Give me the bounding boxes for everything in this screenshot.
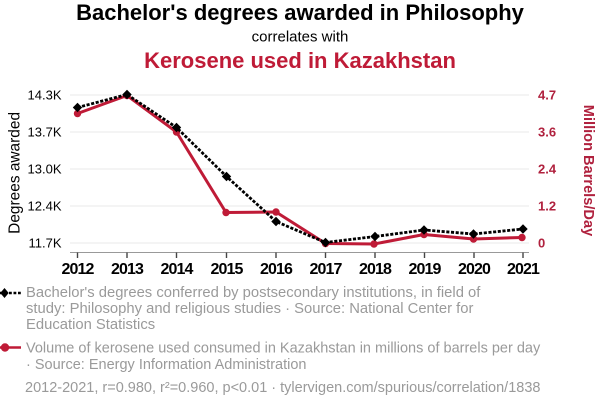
svg-text:2012: 2012 (62, 261, 95, 278)
svg-text:2019: 2019 (409, 261, 442, 278)
svg-text:· Source: Energy Information A: · Source: Energy Information Administrat… (26, 357, 306, 373)
svg-text:2014: 2014 (161, 261, 194, 278)
svg-text:Bachelor's degrees conferred b: Bachelor's degrees conferred by postseco… (26, 285, 481, 301)
svg-text:4.7: 4.7 (538, 88, 556, 103)
svg-text:11.7K: 11.7K (28, 236, 61, 251)
svg-text:2020: 2020 (458, 261, 491, 278)
svg-text:2018: 2018 (359, 261, 392, 278)
svg-text:2017: 2017 (310, 261, 343, 278)
svg-text:0: 0 (538, 236, 545, 251)
svg-text:Bachelor's degrees awarded in: Bachelor's degrees awarded in Philosophy (76, 0, 525, 25)
svg-text:2.4: 2.4 (538, 162, 557, 177)
svg-text:Kerosene used in Kazakhstan: Kerosene used in Kazakhstan (144, 48, 456, 73)
svg-text:2012-2021, r=0.980, r²=0.960,: 2012-2021, r=0.980, r²=0.960, p<0.01 · t… (25, 380, 540, 396)
svg-text:13.0K: 13.0K (28, 162, 62, 177)
svg-text:13.7K: 13.7K (28, 125, 62, 140)
svg-text:2016: 2016 (260, 261, 293, 278)
svg-text:1.2: 1.2 (538, 199, 556, 214)
svg-text:Million Barrels/Day: Million Barrels/Day (580, 105, 596, 237)
svg-text:12.4K: 12.4K (28, 199, 62, 214)
svg-text:14.3K: 14.3K (28, 88, 62, 103)
svg-text:Education Statistics: Education Statistics (26, 317, 155, 333)
svg-text:2013: 2013 (111, 261, 144, 278)
svg-text:3.6: 3.6 (538, 125, 556, 140)
svg-text:Volume of kerosene used consum: Volume of kerosene used consumed in Kaza… (26, 341, 541, 357)
svg-text:2021: 2021 (507, 261, 540, 278)
svg-text:Degrees awarded: Degrees awarded (6, 112, 23, 234)
svg-text:2015: 2015 (211, 261, 244, 278)
svg-text:correlates with: correlates with (252, 29, 349, 46)
svg-text:study: Philosophy and religiou: study: Philosophy and religious studies … (26, 301, 474, 317)
